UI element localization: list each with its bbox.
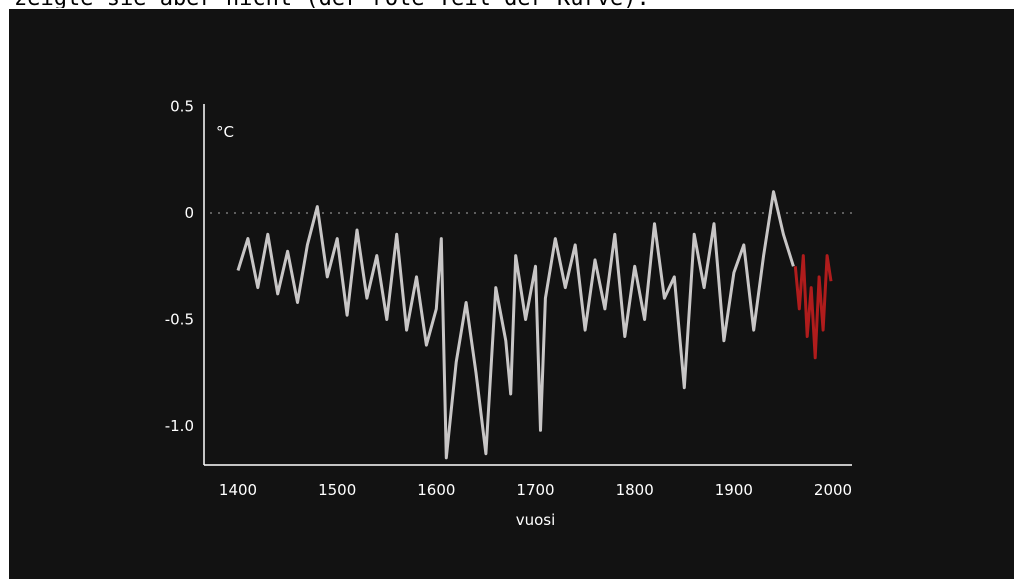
x-tick-label: 1500 xyxy=(318,481,356,499)
y-axis-unit-label: °C xyxy=(216,123,234,141)
x-tick-label: 1600 xyxy=(417,481,455,499)
y-tick-labels: 0.5 0 -0.5 -1.0 xyxy=(165,98,194,436)
x-tick-label: 1400 xyxy=(219,481,257,499)
x-tick-label: 2000 xyxy=(814,481,852,499)
divergence-line xyxy=(793,254,833,360)
x-tick-label: 1900 xyxy=(715,481,753,499)
y-tick-label: -1.0 xyxy=(165,417,194,435)
x-tick-labels: 1400 1500 1600 1700 1800 1900 2000 xyxy=(219,481,852,499)
temperature-chart: 0.5 0 -0.5 -1.0 1400 1500 1600 1700 1800 1900 200… xyxy=(165,98,852,530)
series-layer xyxy=(236,190,833,460)
x-axis-title: vuosi xyxy=(516,511,556,529)
y-tick-label: -0.5 xyxy=(165,311,194,329)
x-tick-label: 1800 xyxy=(616,481,654,499)
y-tick-label: 0.5 xyxy=(170,98,194,116)
y-tick-label: 0 xyxy=(184,204,194,222)
caption-text: zeigte sie aber nicht (der rote Teil der… xyxy=(14,0,1014,8)
reconstruction-line xyxy=(236,190,795,460)
chart-frame: 0.5 0 -0.5 -1.0 1400 1500 1600 1700 1800 1900 200… xyxy=(9,9,1014,579)
x-tick-label: 1700 xyxy=(516,481,554,499)
